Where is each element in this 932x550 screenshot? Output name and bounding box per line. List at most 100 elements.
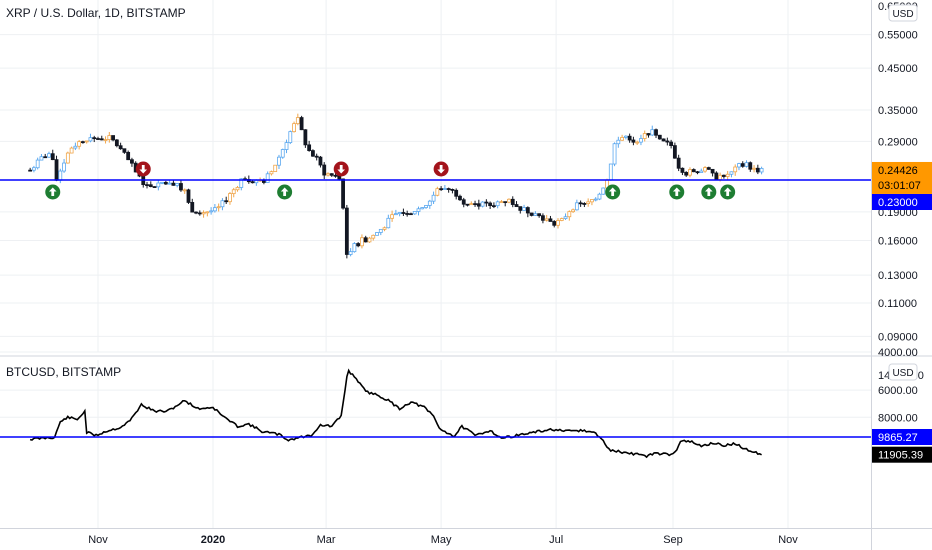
candle — [578, 200, 583, 207]
candle-body — [167, 182, 172, 185]
horizontal-line-tag: 0.23000 — [872, 194, 932, 210]
candle-body — [703, 167, 707, 172]
candle-body — [393, 213, 398, 216]
candle-body — [284, 142, 289, 150]
candle — [307, 140, 312, 152]
candle — [465, 203, 470, 207]
price-tick-label: 0.55000 — [878, 30, 918, 42]
candle — [54, 155, 59, 182]
candle-body — [657, 134, 662, 140]
candle-body — [631, 139, 636, 143]
candle — [623, 135, 628, 140]
candle-body — [311, 150, 315, 157]
candle-body — [371, 234, 376, 239]
candle — [684, 171, 689, 177]
candle — [612, 142, 617, 167]
time-tick-label: 2020 — [201, 534, 225, 546]
candle-body — [292, 123, 296, 133]
candle — [152, 186, 157, 188]
candle-body — [50, 153, 55, 161]
candle-body — [759, 168, 764, 173]
candle — [212, 204, 217, 213]
candle — [360, 234, 364, 249]
candle-body — [269, 171, 274, 175]
candle — [269, 170, 274, 176]
candle — [409, 212, 413, 216]
btc-last-price-tag: 11905.39 — [872, 446, 932, 463]
candle-body — [461, 199, 466, 205]
candle — [586, 198, 591, 207]
candle-body — [476, 203, 481, 207]
horizontal-line-value: 0.23000 — [878, 197, 918, 209]
candle — [118, 142, 123, 150]
candle — [231, 187, 236, 198]
candle — [593, 197, 598, 202]
signal-arrow — [437, 165, 445, 174]
time-tick-label: Jul — [549, 534, 563, 546]
candle-body — [507, 198, 511, 203]
candle — [620, 134, 624, 141]
candle — [631, 136, 636, 146]
candle-body — [616, 139, 621, 145]
candle-body — [620, 137, 624, 141]
candle — [280, 148, 285, 159]
candle-body — [62, 162, 66, 172]
candle — [525, 206, 530, 218]
candle — [533, 211, 538, 216]
candle-body — [442, 188, 447, 190]
time-scale[interactable]: Nov 2020 Mar May Jul Sep Nov — [88, 534, 798, 546]
candle-body — [737, 163, 741, 168]
candle-body — [220, 200, 225, 208]
candle-body — [654, 129, 658, 136]
candle-body — [405, 213, 410, 215]
candle-body — [495, 201, 500, 207]
candle — [141, 175, 146, 188]
candle — [292, 121, 296, 133]
price-tick-label: 0.11000 — [878, 298, 917, 310]
candle-body — [642, 133, 647, 139]
candle-body — [99, 138, 104, 141]
candle — [473, 200, 477, 207]
signal-up-arrow-icon — [605, 184, 621, 200]
candle-body — [84, 140, 89, 143]
candle — [122, 148, 127, 154]
candle — [424, 204, 428, 209]
candle-body — [722, 174, 726, 177]
candle-body — [518, 206, 523, 211]
candle — [92, 135, 97, 143]
usd-button-top[interactable]: USD — [888, 4, 918, 22]
candle-body — [510, 198, 515, 205]
top-price-scale[interactable]: 0.550000.450000.350000.290000.190000.160… — [872, 1, 932, 343]
candle-body — [695, 171, 700, 174]
candle-body — [725, 173, 730, 177]
candle — [699, 168, 704, 173]
candle-body — [307, 144, 312, 151]
candle — [295, 113, 300, 126]
candle-body — [503, 201, 508, 204]
price-tick-label: 0.35000 — [878, 105, 918, 117]
last-price-tag: 0.24426 03:01:07 — [872, 161, 932, 194]
candle-body — [710, 168, 715, 174]
candle — [201, 210, 206, 218]
candle-body — [446, 188, 451, 190]
candle-body — [676, 157, 681, 169]
candle — [442, 184, 447, 190]
candle-body — [748, 162, 753, 170]
btc-last-price-value: 11905.39 — [878, 450, 923, 462]
usd-button-bottom[interactable]: USD — [888, 363, 918, 381]
signal-arrow — [723, 187, 732, 196]
candle — [544, 214, 549, 222]
candle-body — [92, 137, 97, 140]
candle — [378, 228, 383, 236]
candle — [265, 171, 270, 183]
candle-body — [122, 148, 127, 153]
candle-body — [740, 163, 745, 167]
candle-body — [473, 203, 477, 206]
candle-body — [344, 207, 349, 255]
last-price-tag-bg — [872, 161, 932, 194]
candle-body — [201, 212, 206, 215]
candle-body — [431, 194, 436, 202]
time-tick-label: Sep — [663, 534, 683, 546]
candle-body — [439, 188, 444, 191]
